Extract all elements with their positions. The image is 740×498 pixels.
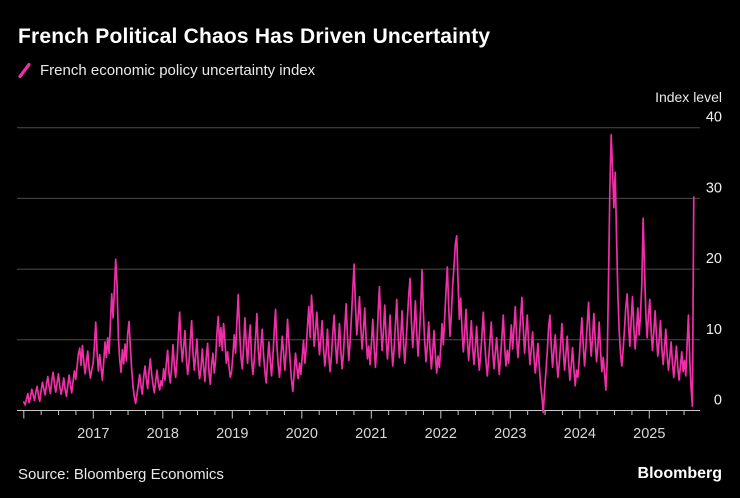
chart-title: French Political Chaos Has Driven Uncert… (18, 25, 491, 48)
x-axis-tick-label: 2018 (147, 426, 179, 442)
y-axis-tick-label: 30 (706, 180, 722, 196)
x-axis-tick-label: 2025 (633, 426, 665, 442)
y-axis-unit-label: Index level (655, 89, 722, 105)
line-series-swatch-icon (18, 63, 31, 78)
y-axis-tick-label: 40 (706, 110, 722, 126)
uncertainty-index-line (22, 133, 695, 414)
x-axis-tick-label: 2020 (286, 426, 318, 442)
x-axis-tick-label: 2024 (564, 426, 596, 442)
x-axis-tick-label: 2021 (355, 426, 387, 442)
x-axis-tick-label: 2017 (77, 426, 109, 442)
x-axis-tick-label: 2022 (425, 426, 457, 442)
y-axis-tick-label: 0 (714, 393, 722, 409)
legend: French economic policy uncertainty index (18, 62, 315, 79)
source-note: Source: Bloomberg Economics (18, 466, 224, 483)
x-axis-tick-label: 2023 (494, 426, 526, 442)
bloomberg-logo: Bloomberg (637, 465, 722, 482)
x-axis-tick-label: 2019 (216, 426, 248, 442)
y-axis-tick-label: 20 (706, 251, 722, 267)
y-axis-tick-label: 10 (706, 322, 722, 338)
legend-label: French economic policy uncertainty index (40, 62, 316, 79)
